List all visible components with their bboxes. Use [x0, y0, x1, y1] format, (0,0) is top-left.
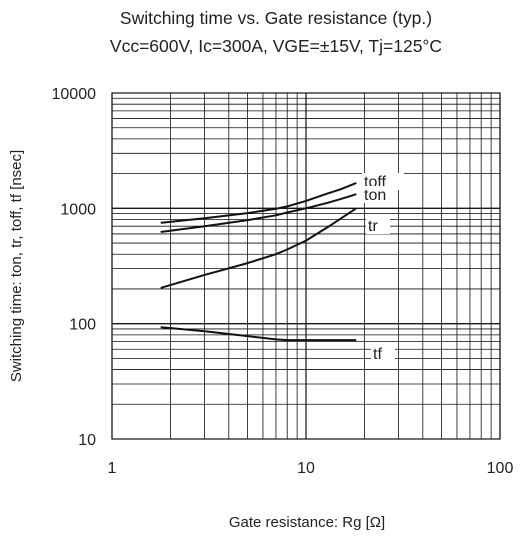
series-label-tr: tr: [368, 218, 378, 235]
chart-title: Switching time vs. Gate resistance (typ.…: [120, 8, 432, 28]
series-line-tr: [160, 207, 357, 289]
series-label-bg: [371, 345, 395, 362]
series-label-bg: [362, 186, 395, 203]
series-line-ton: [160, 193, 357, 233]
series-line-toff: [160, 182, 357, 224]
plot-frame: [111, 92, 501, 440]
x-tick-label: 10: [297, 460, 315, 477]
x-axis-label: Gate resistance: Rg [Ω]: [229, 514, 385, 531]
y-tick-label: 10000: [52, 86, 97, 103]
series-label-tf: tf: [373, 346, 382, 363]
grid: [111, 92, 501, 440]
series-label-bg: [362, 173, 404, 190]
series-line-tf: [160, 326, 357, 342]
chart-subtitle: Vcc=600V, Ic=300A, VGE=±15V, Tj=125°C: [110, 36, 442, 56]
y-tick-label: 10: [78, 432, 96, 449]
series-label-bg: [366, 217, 390, 234]
tick-labels: 1 10 100 10 100 1000 10000: [52, 86, 514, 477]
y-axis-label: Switching time: ton, tr, toff, tf [nsec]: [8, 150, 25, 382]
series-label-ton: ton: [364, 187, 386, 204]
x-tick-label: 1: [108, 460, 117, 477]
x-tick-label: 100: [487, 460, 514, 477]
y-tick-label: 100: [69, 317, 96, 334]
y-tick-label: 1000: [60, 201, 96, 218]
